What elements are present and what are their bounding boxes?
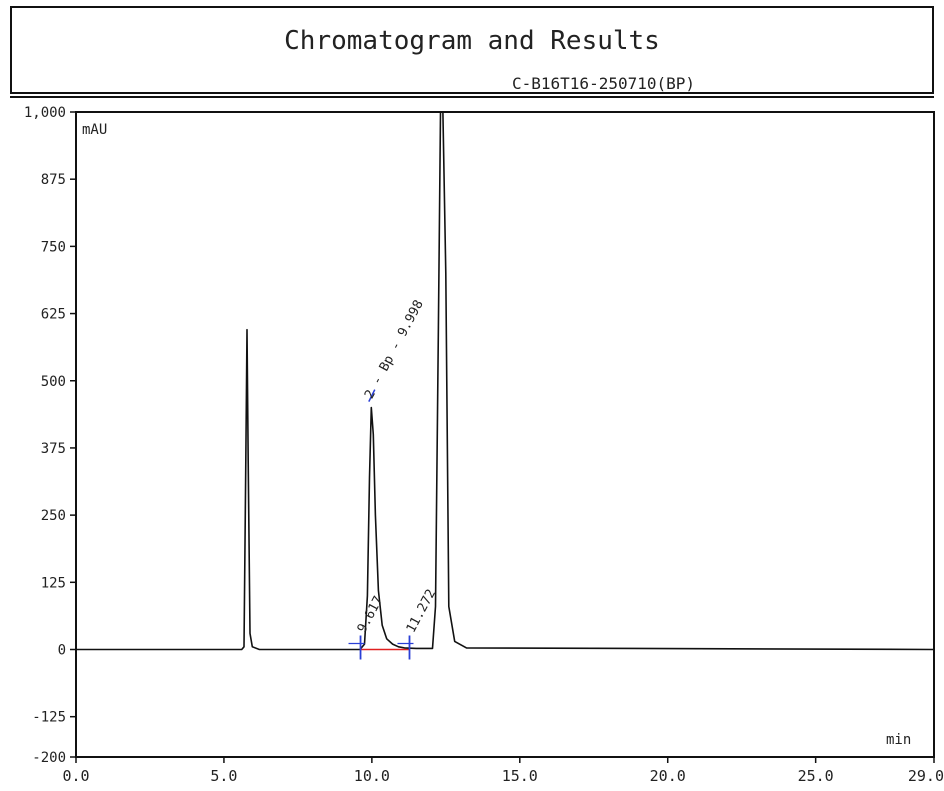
- y-tick-label: 1,000: [24, 105, 66, 121]
- y-tick-label: 0: [58, 643, 66, 659]
- x-axis-label: min: [886, 732, 911, 748]
- y-tick-label: 625: [41, 307, 66, 323]
- y-tick-label: 250: [41, 508, 66, 524]
- series-group: [76, 111, 935, 651]
- y-axis-label: mAU: [82, 122, 107, 138]
- chromatogram-chart: 1,000 875 750 625 500 375 250 125 0 -125 -200 0.0 5…: [24, 105, 944, 785]
- x-tick-label: 0.0: [62, 767, 89, 785]
- y-tick-label: -125: [32, 710, 66, 726]
- x-axis: 0.0 5.0 10.0 15.0 20.0 25.0 29.0: [62, 757, 944, 785]
- chart-subtitle: C-B16T16-250710(BP): [512, 74, 696, 93]
- header-divider: [10, 96, 934, 98]
- x-tick-label: 25.0: [798, 767, 834, 785]
- x-tick-label: 15.0: [502, 767, 538, 785]
- y-axis: 1,000 875 750 625 500 375 250 125 0 -125 -200: [24, 105, 76, 766]
- y-tick-label: -200: [32, 750, 66, 766]
- series-line: [76, 111, 935, 651]
- header-box: Chromatogram and Results C-B16T16-250710…: [10, 6, 934, 94]
- y-tick-label: 500: [41, 374, 66, 390]
- peak-marker: [368, 389, 376, 402]
- plot-frame: [75, 111, 935, 758]
- x-tick-label: 20.0: [650, 767, 686, 785]
- x-tick-label: 10.0: [354, 767, 390, 785]
- x-tick-label: 29.0: [908, 767, 944, 785]
- y-tick-label: 375: [41, 441, 66, 457]
- y-tick-label: 125: [41, 575, 66, 591]
- y-tick-label: 750: [41, 239, 66, 255]
- peak-label: 2 - Bp - 9.998: [362, 298, 427, 402]
- chart-title: Chromatogram and Results: [284, 26, 660, 56]
- x-tick-label: 5.0: [210, 767, 237, 785]
- y-tick-label: 875: [41, 172, 66, 188]
